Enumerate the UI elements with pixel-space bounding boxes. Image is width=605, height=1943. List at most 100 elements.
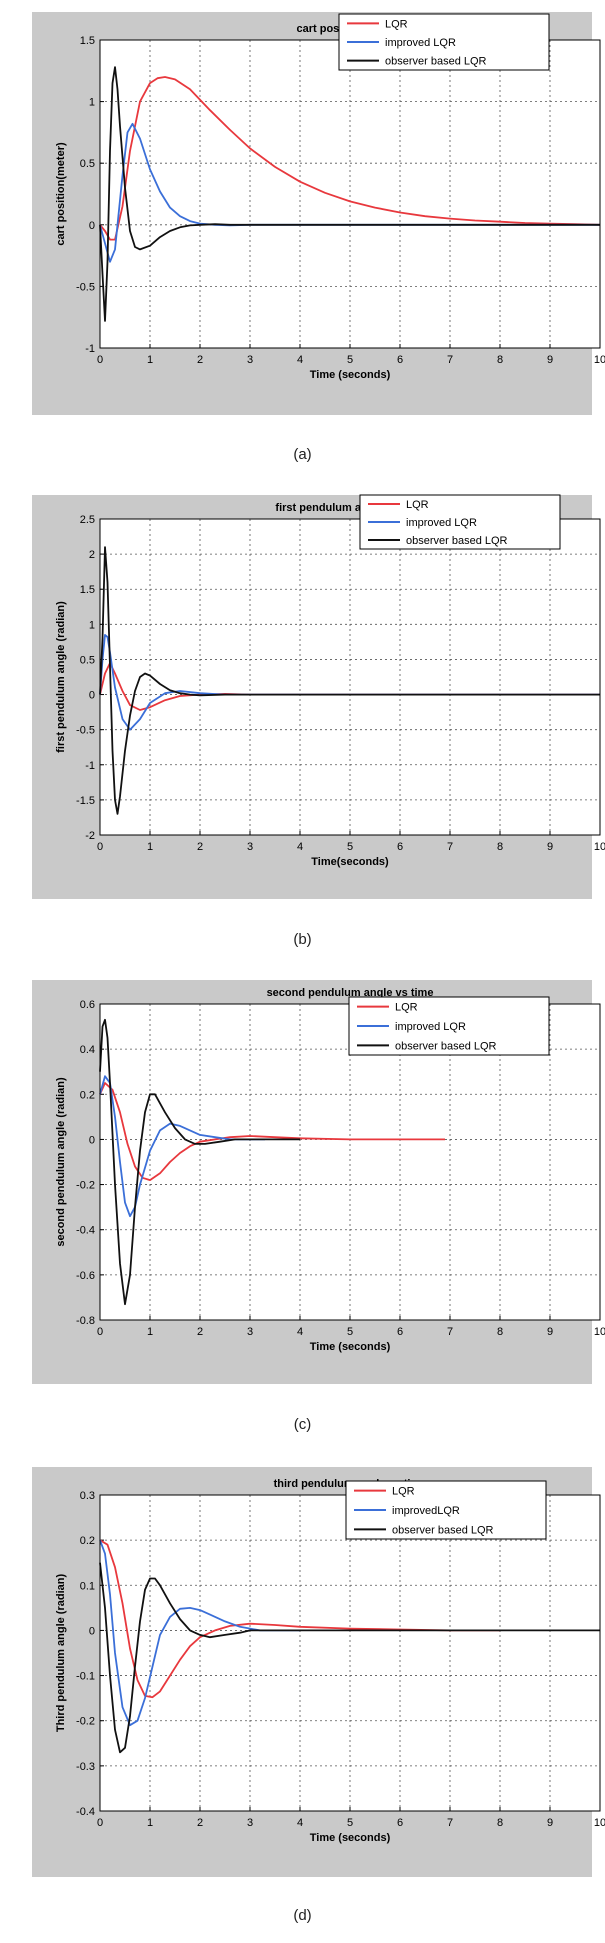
x-axis-label: Time (seconds) (310, 369, 391, 381)
y-axis-label: first pendulum angle (radian) (55, 601, 67, 753)
x-tick-label: 3 (247, 1326, 253, 1338)
y-tick-label: -0.3 (76, 1761, 95, 1773)
caption-b: (b) (293, 931, 312, 948)
y-tick-label: 1 (89, 619, 95, 631)
x-tick-label: 9 (547, 354, 553, 366)
caption-c: (c) (293, 1416, 312, 1433)
x-axis-label: Time (seconds) (310, 1832, 391, 1844)
x-tick-label: 3 (247, 841, 253, 853)
series-line-3 (99, 1562, 600, 1754)
x-tick-label: 3 (247, 1817, 253, 1829)
x-tick-label: 4 (297, 841, 303, 853)
legend-label-2: improvedLQR (392, 1505, 460, 1517)
x-tick-label: 0 (97, 354, 103, 366)
legend-label-2: improved LQR (385, 37, 456, 49)
legend-label-3: observer based LQR (385, 56, 487, 68)
panel-b: 0 1 2 3 4 5 6 7 8 9 10 -2 -1.5 -1 -0.5 0 0.5 1 1.5 2 2.5 firs… (0, 485, 605, 970)
legend-label-1: LQR (406, 499, 429, 511)
legend-label-1: LQR (392, 1486, 415, 1498)
x-tick-label: 10 (594, 1326, 605, 1338)
x-tick-label: 4 (297, 354, 303, 366)
y-tick-label: 0.5 (80, 654, 95, 666)
legend: LQR improved LQR observer based LQR (348, 996, 550, 1056)
y-tick-label: -0.2 (76, 1180, 95, 1192)
legend-label-3: observer based LQR (392, 1524, 494, 1536)
legend-label-3: observer based LQR (406, 535, 508, 547)
panel-c: 0 1 2 3 4 5 6 7 8 9 10 -0.8 -0.6 -0.4 -0.2 0 0.2 0.4 0.6 se… (0, 970, 605, 1455)
x-tick-label: 7 (447, 841, 453, 853)
x-tick-label: 10 (594, 1817, 605, 1829)
x-tick-label: 1 (147, 1326, 153, 1338)
x-tick-label: 8 (497, 354, 503, 366)
x-tick-label: 4 (297, 1817, 303, 1829)
y-tick-label: 0.3 (80, 1490, 95, 1502)
x-tick-label: 2 (197, 354, 203, 366)
x-tick-label: 8 (497, 1326, 503, 1338)
x-tick-label: 1 (147, 841, 153, 853)
panel-d: 0 1 2 3 4 5 6 7 8 9 10 -0.4 -0.3 -0.2 -0.1 0 0.1 0.2 0.3 th… (0, 1455, 605, 1943)
y-tick-label: 1 (89, 97, 95, 109)
x-tick-label: 7 (447, 354, 453, 366)
y-tick-label: -0.2 (76, 1716, 95, 1728)
legend-label-3: observer based LQR (395, 1040, 497, 1052)
x-axis-label: Time (seconds) (310, 1341, 391, 1353)
y-tick-label: -0.5 (76, 281, 95, 293)
x-tick-label: 2 (197, 1817, 203, 1829)
caption-d: (d) (293, 1907, 312, 1924)
y-tick-label: -2 (85, 830, 95, 842)
x-tick-label: 7 (447, 1817, 453, 1829)
series-line-2 (99, 633, 600, 731)
x-tick-label: 0 (97, 1326, 103, 1338)
plot-area (100, 1004, 600, 1320)
x-tick-label: 4 (297, 1326, 303, 1338)
x-tick-label: 9 (547, 1326, 553, 1338)
legend-label-2: improved LQR (395, 1021, 466, 1033)
y-tick-label: -1.5 (76, 795, 95, 807)
series-line-3 (99, 66, 600, 322)
legend: LQR improved LQR observer based LQR (338, 13, 550, 71)
x-tick-label: 5 (347, 1326, 353, 1338)
x-tick-label: 8 (497, 1817, 503, 1829)
x-tick-label: 6 (397, 354, 403, 366)
y-tick-label: -0.8 (76, 1315, 95, 1327)
y-tick-label: 0.2 (80, 1535, 95, 1547)
y-tick-label: 2.5 (80, 514, 95, 526)
series-line-1 (99, 1082, 445, 1182)
y-tick-label: 0 (89, 1134, 95, 1146)
series-line-2 (99, 1539, 300, 1727)
y-tick-label: -1 (85, 760, 95, 772)
y-axis-label: Third pendulum angle (radian) (55, 1574, 67, 1733)
chart-first-pendulum-angle: 0 1 2 3 4 5 6 7 8 9 10 -2 -1.5 -1 -0.5 0 0.5 1 1.5 2 2.5 firs… (32, 494, 605, 899)
y-tick-label: 2 (89, 549, 95, 561)
plot-area (100, 1495, 600, 1811)
x-tick-label: 9 (547, 1817, 553, 1829)
y-tick-label: 0 (89, 1625, 95, 1637)
y-tick-label: -0.1 (76, 1671, 95, 1683)
legend: LQR improved LQR observer based LQR (359, 494, 561, 550)
y-axis-label: cart position(meter) (55, 142, 67, 246)
y-tick-label: -0.4 (76, 1225, 95, 1237)
x-tick-label: 6 (397, 1817, 403, 1829)
y-tick-label: 0.4 (80, 1044, 95, 1056)
x-tick-label: 5 (347, 354, 353, 366)
axes-frame (99, 518, 601, 836)
y-axis-label: second pendulum angle (radian) (55, 1077, 67, 1247)
series-line-3 (99, 1018, 300, 1306)
legend-label-2: improved LQR (406, 517, 477, 529)
x-tick-label: 0 (97, 1817, 103, 1829)
chart-title: second pendulum angle vs time (267, 987, 434, 999)
caption-a: (a) (293, 446, 312, 463)
x-tick-label: 8 (497, 841, 503, 853)
x-tick-label: 6 (397, 1326, 403, 1338)
y-tick-label: 0.2 (80, 1089, 95, 1101)
series-line-2 (99, 1075, 265, 1218)
y-tick-label: 0 (89, 220, 95, 232)
x-tick-label: 2 (197, 1326, 203, 1338)
x-tick-label: 1 (147, 1817, 153, 1829)
legend: LQR improvedLQR observer based LQR (345, 1480, 547, 1540)
y-tick-label: -1 (85, 343, 95, 355)
x-tick-label: 1 (147, 354, 153, 366)
x-tick-label: 6 (397, 841, 403, 853)
